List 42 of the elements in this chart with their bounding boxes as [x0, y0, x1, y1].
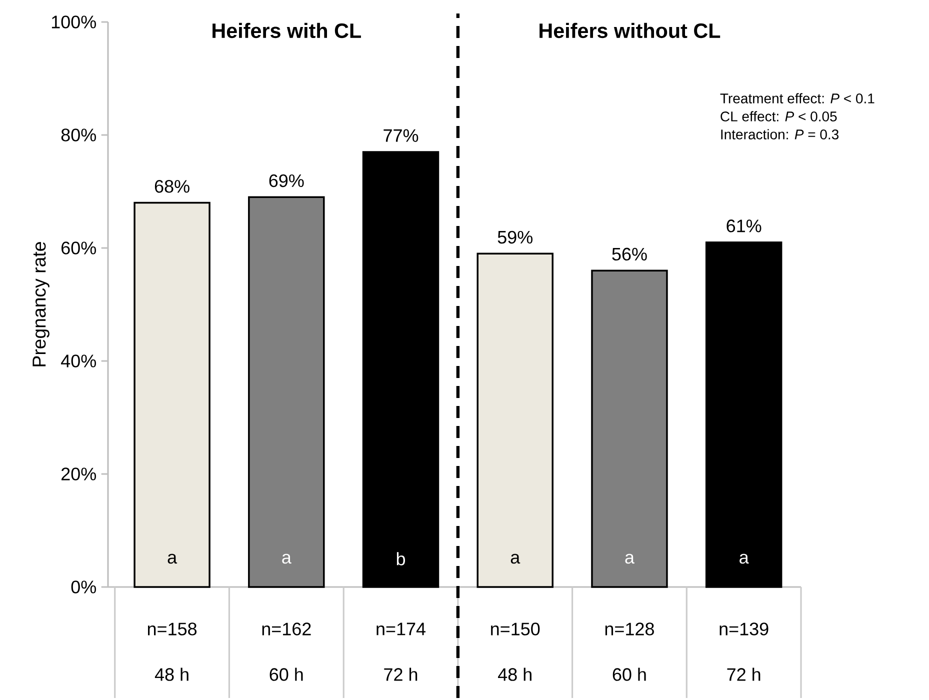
bar	[705, 242, 782, 588]
annotation: a	[625, 554, 634, 564]
annotation: b	[396, 552, 406, 566]
bar	[591, 270, 668, 588]
data-label: 69%	[269, 174, 304, 188]
annotation: a	[740, 554, 749, 564]
text: n=150	[491, 622, 540, 636]
x-tick-label: 60 h	[270, 668, 303, 682]
y-axis-title: Pregnancy rate	[32, 242, 50, 366]
bar	[362, 151, 440, 588]
x-tick-label: 72 h	[727, 668, 760, 681]
bar	[134, 202, 210, 588]
annotation: CL effect: P < 0.05	[720, 111, 837, 122]
data-label: 61%	[726, 220, 762, 232]
annotation: a	[282, 554, 292, 564]
y-tick-label: 60%	[62, 242, 96, 255]
data-label: 68%	[154, 180, 190, 193]
annotation: a	[168, 554, 178, 564]
text: n=139	[720, 622, 768, 636]
y-tick-label: 80%	[61, 128, 96, 142]
data-label: 56%	[612, 248, 647, 261]
annotation: Interaction: P = 0.3	[721, 129, 839, 140]
data-label: 59%	[498, 231, 532, 244]
bar	[248, 196, 325, 588]
annotation: Treatment effect: P < 0.1	[720, 93, 874, 104]
y-tick-label: 20%	[61, 468, 96, 481]
text: n=174	[376, 623, 426, 636]
x-tick-label: 48 h	[154, 668, 188, 682]
y-tick-label: 100%	[52, 16, 96, 29]
y-tick-label: 0%	[71, 580, 96, 594]
y-tick-label: 40%	[61, 354, 96, 368]
text: n=128	[605, 622, 654, 636]
bar	[476, 252, 554, 588]
text: n=158	[148, 622, 197, 636]
annotation: Heifers with CL	[212, 23, 361, 38]
data-label: 77%	[384, 130, 418, 142]
x-tick-label: 72 h	[384, 668, 418, 681]
x-tick-label: 60 h	[612, 668, 646, 682]
annotation: a	[510, 554, 520, 564]
annotation: Heifers without CL	[540, 23, 720, 38]
text: n=162	[262, 622, 311, 636]
x-tick-label: 48 h	[498, 668, 532, 682]
